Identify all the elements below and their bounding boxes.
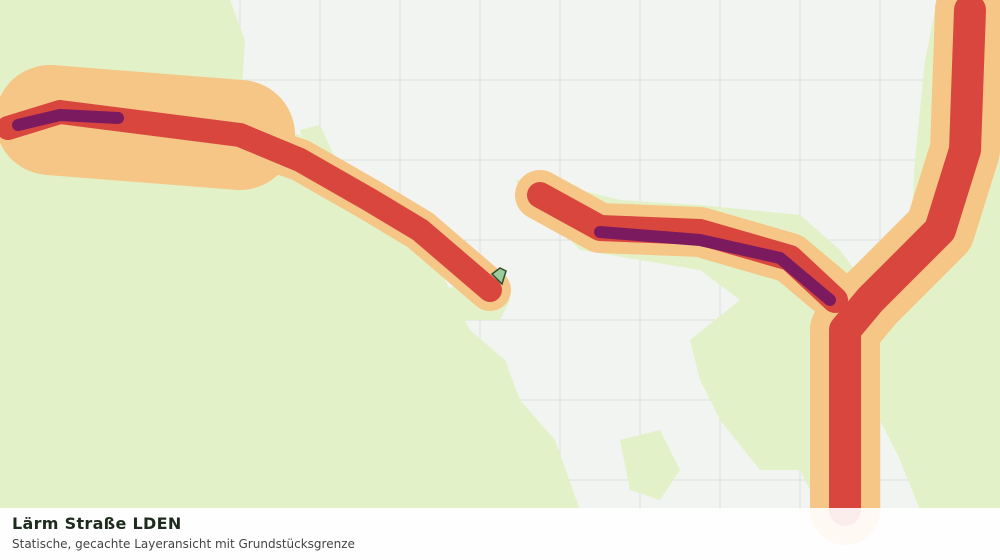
caption-panel: Lärm Straße LDEN Statische, gecachte Lay… bbox=[0, 508, 1000, 560]
layer-subtitle: Statische, gecachte Layeransicht mit Gru… bbox=[12, 537, 355, 551]
noise-bands bbox=[0, 0, 1000, 545]
property-boundary bbox=[490, 267, 507, 286]
layer-title: Lärm Straße LDEN bbox=[12, 514, 182, 533]
